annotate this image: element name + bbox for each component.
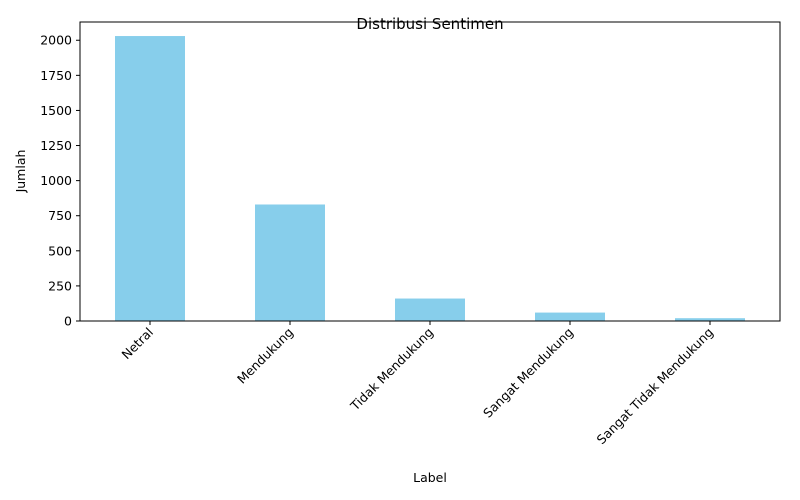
- y-axis-label: Jumlah: [13, 150, 28, 194]
- x-tick-label: Mendukung: [234, 325, 296, 387]
- x-axis-label: Label: [413, 470, 447, 485]
- y-tick-label: 2000: [40, 33, 72, 48]
- y-tick-label: 1000: [40, 173, 72, 188]
- x-tick-label: Sangat Tidak Mendukung: [594, 325, 717, 448]
- y-tick-label: 1500: [40, 103, 72, 118]
- bar-netral: [115, 36, 185, 321]
- y-tick-label: 750: [48, 208, 72, 223]
- plot-frame: [79, 21, 781, 322]
- bar-sangat-tidak-mendukung: [675, 318, 745, 321]
- y-tick-label: 0: [64, 314, 72, 329]
- bar-mendukung: [255, 204, 325, 321]
- y-tick-label: 500: [48, 243, 72, 258]
- chart-title: Distribusi Sentimen: [356, 15, 503, 33]
- bar-tidak-mendukung: [395, 298, 465, 321]
- x-tick-label: Sangat Mendukung: [480, 325, 576, 421]
- bar-sangat-mendukung: [535, 312, 605, 321]
- y-tick-label: 1750: [40, 68, 72, 83]
- y-tick-label: 1250: [40, 138, 72, 153]
- y-tick-label: 250: [48, 278, 72, 293]
- x-tick-label: Netral: [118, 325, 156, 363]
- x-tick-label: Tidak Mendukung: [347, 325, 436, 414]
